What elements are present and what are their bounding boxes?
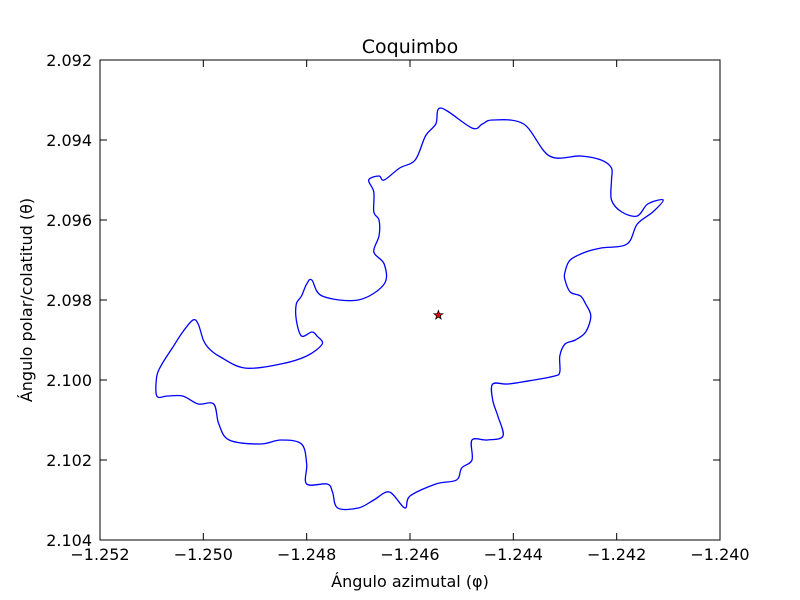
x-tick-label: −1.240	[690, 545, 749, 564]
centroid-star-marker	[432, 309, 444, 320]
x-tick-label: −1.246	[380, 545, 439, 564]
y-tick-label: 2.102	[46, 451, 92, 470]
axis-tick-labels: −1.252 −1.250 −1.248 −1.246 −1.244 −1.242 −1.2…	[46, 51, 749, 564]
y-tick-label: 2.100	[46, 371, 92, 390]
y-axis-label: Ángulo polar/colatitud (θ)	[17, 198, 36, 402]
y-tick-label: 2.092	[46, 51, 92, 70]
x-tick-label: −1.248	[277, 545, 336, 564]
axis-ticks	[99, 59, 721, 541]
chart-title: Coquimbo	[362, 36, 458, 58]
y-tick-label: 2.096	[46, 211, 92, 230]
y-tick-label: 2.094	[46, 131, 92, 150]
x-axis-label: Ángulo azimutal (φ)	[331, 572, 489, 591]
x-tick-label: −1.242	[587, 545, 646, 564]
y-tick-label: 2.104	[46, 531, 92, 550]
x-tick-label: −1.252	[70, 545, 129, 564]
x-tick-label: −1.244	[484, 545, 543, 564]
region-boundary-line	[155, 107, 664, 511]
x-tick-label: −1.250	[174, 545, 233, 564]
y-tick-label: 2.098	[46, 291, 92, 310]
